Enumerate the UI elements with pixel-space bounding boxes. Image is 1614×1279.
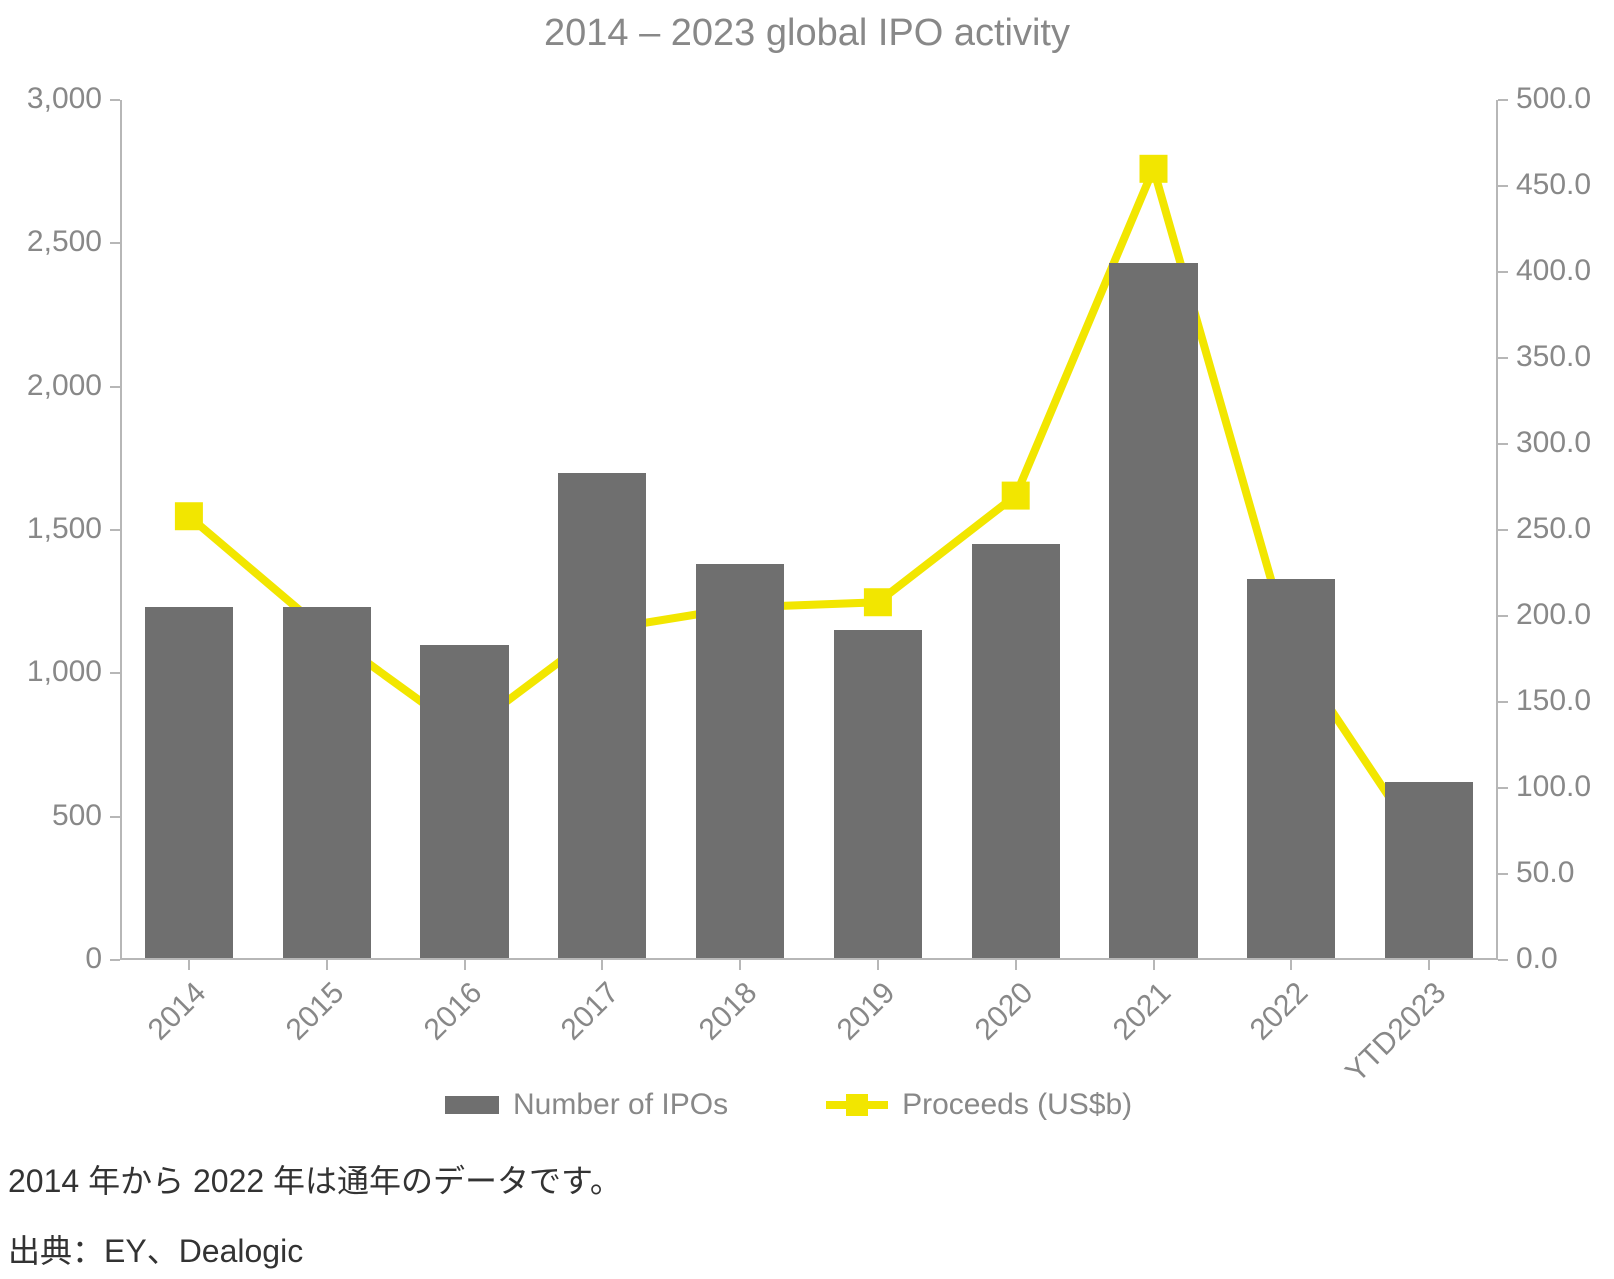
chart-title: 2014 – 2023 global IPO activity xyxy=(0,12,1614,55)
y-left-label: 1,000 xyxy=(27,655,102,689)
legend-bar-label: Number of IPOs xyxy=(513,1088,728,1122)
x-label: 2019 xyxy=(831,976,902,1047)
y-left-label: 500 xyxy=(52,799,102,833)
y-right-label: 50.0 xyxy=(1516,856,1574,890)
x-tick xyxy=(739,960,741,970)
y-right-tick xyxy=(1498,959,1508,961)
y-right-tick xyxy=(1498,529,1508,531)
x-tick xyxy=(1290,960,1292,970)
y-left-tick xyxy=(110,816,120,818)
x-label: YTD2023 xyxy=(1339,976,1453,1090)
y-left-tick xyxy=(110,529,120,531)
y-right-tick xyxy=(1498,873,1508,875)
y-left-label: 3,000 xyxy=(27,82,102,116)
y-right-label: 400.0 xyxy=(1516,254,1591,288)
x-tick xyxy=(464,960,466,970)
x-tick xyxy=(601,960,603,970)
legend: Number of IPOs Proceeds (US$b) xyxy=(445,1088,1132,1122)
y-right-tick xyxy=(1498,615,1508,617)
y-right-label: 350.0 xyxy=(1516,340,1591,374)
x-label: 2018 xyxy=(693,976,764,1047)
proceeds-marker xyxy=(1140,155,1168,183)
y-right-label: 250.0 xyxy=(1516,512,1591,546)
plot-area xyxy=(120,100,1498,960)
x-tick xyxy=(1015,960,1017,970)
y-right-tick xyxy=(1498,787,1508,789)
proceeds-marker xyxy=(864,588,892,616)
y-right-label: 200.0 xyxy=(1516,598,1591,632)
proceeds-marker xyxy=(175,502,203,530)
x-label: 2020 xyxy=(968,976,1039,1047)
proceeds-line xyxy=(189,169,1429,857)
bar xyxy=(558,473,646,960)
axis-left-line xyxy=(120,100,122,960)
bar xyxy=(420,645,508,960)
y-right-label: 450.0 xyxy=(1516,168,1591,202)
y-right-tick xyxy=(1498,185,1508,187)
legend-line-swatch xyxy=(826,1091,888,1119)
x-label: 2016 xyxy=(417,976,488,1047)
bar xyxy=(696,564,784,960)
proceeds-marker xyxy=(1002,482,1030,510)
y-right-tick xyxy=(1498,99,1508,101)
bar xyxy=(834,630,922,960)
y-right-tick xyxy=(1498,701,1508,703)
legend-bar-swatch xyxy=(445,1096,499,1114)
bar xyxy=(1385,782,1473,960)
x-tick xyxy=(326,960,328,970)
y-right-label: 0.0 xyxy=(1516,942,1558,976)
y-right-tick xyxy=(1498,271,1508,273)
y-right-label: 100.0 xyxy=(1516,770,1591,804)
axis-right-line xyxy=(1496,100,1498,960)
y-left-tick xyxy=(110,959,120,961)
x-label: 2017 xyxy=(555,976,626,1047)
bar xyxy=(1109,263,1197,960)
footnote-1: 2014 年から 2022 年は通年のデータです。 xyxy=(8,1156,622,1202)
y-left-label: 2,000 xyxy=(27,369,102,403)
y-right-tick xyxy=(1498,443,1508,445)
x-tick xyxy=(1153,960,1155,970)
y-left-tick xyxy=(110,386,120,388)
y-right-label: 150.0 xyxy=(1516,684,1591,718)
x-tick xyxy=(877,960,879,970)
y-left-label: 0 xyxy=(85,942,102,976)
bar xyxy=(145,607,233,960)
y-left-tick xyxy=(110,242,120,244)
x-label: 2014 xyxy=(142,976,213,1047)
bar xyxy=(1247,579,1335,960)
x-tick xyxy=(1428,960,1430,970)
bar xyxy=(972,544,1060,960)
x-label: 2022 xyxy=(1244,976,1315,1047)
x-tick xyxy=(188,960,190,970)
bar xyxy=(283,607,371,960)
y-left-label: 2,500 xyxy=(27,225,102,259)
axis-bottom-line xyxy=(120,958,1498,960)
footnote-2: 出典：EY、Dealogic xyxy=(8,1226,303,1272)
y-left-tick xyxy=(110,99,120,101)
ipo-chart: 2014 – 2023 global IPO activity 0 500 1,00… xyxy=(0,0,1614,1279)
x-label: 2015 xyxy=(279,976,350,1047)
y-right-label: 300.0 xyxy=(1516,426,1591,460)
y-right-label: 500.0 xyxy=(1516,82,1591,116)
y-right-tick xyxy=(1498,357,1508,359)
y-left-label: 1,500 xyxy=(27,512,102,546)
x-label: 2021 xyxy=(1106,976,1177,1047)
y-left-tick xyxy=(110,672,120,674)
legend-line-label: Proceeds (US$b) xyxy=(902,1088,1132,1122)
